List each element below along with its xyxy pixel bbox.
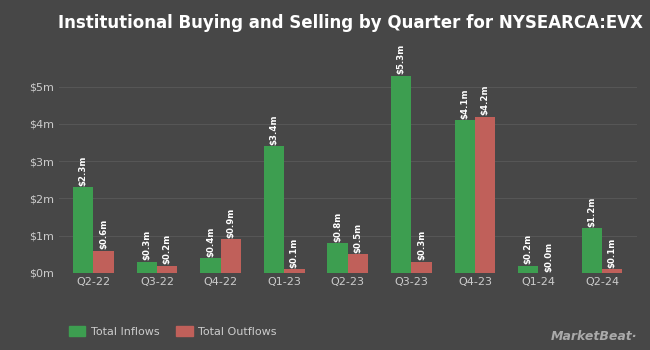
Text: MarketBeat·: MarketBeat·: [551, 330, 637, 343]
Bar: [284, 269, 304, 273]
Bar: [136, 262, 157, 273]
Text: $0.8m: $0.8m: [333, 211, 342, 242]
Bar: [328, 243, 348, 273]
Bar: [518, 266, 538, 273]
Text: $0.5m: $0.5m: [354, 223, 363, 253]
Text: $3.4m: $3.4m: [270, 114, 278, 145]
Bar: [220, 239, 241, 273]
Text: $0.1m: $0.1m: [290, 238, 299, 268]
Text: $2.3m: $2.3m: [79, 155, 88, 186]
Bar: [454, 120, 475, 273]
Text: $4.2m: $4.2m: [480, 85, 489, 115]
Bar: [411, 262, 432, 273]
Legend: Total Inflows, Total Outflows: Total Inflows, Total Outflows: [64, 322, 281, 341]
Bar: [475, 117, 495, 273]
Text: $5.3m: $5.3m: [396, 44, 406, 74]
Bar: [73, 187, 94, 273]
Text: $4.1m: $4.1m: [460, 88, 469, 119]
Text: $1.2m: $1.2m: [588, 196, 596, 227]
Text: $0.2m: $0.2m: [524, 234, 533, 264]
Bar: [391, 76, 411, 273]
Text: $0.4m: $0.4m: [206, 226, 215, 257]
Bar: [582, 228, 602, 273]
Bar: [200, 258, 220, 273]
Bar: [157, 266, 177, 273]
Bar: [348, 254, 368, 273]
Text: $0.2m: $0.2m: [162, 234, 172, 264]
Text: $0.0m: $0.0m: [544, 241, 553, 272]
Bar: [264, 146, 284, 273]
Text: $0.9m: $0.9m: [226, 208, 235, 238]
Bar: [94, 251, 114, 273]
Text: $0.6m: $0.6m: [99, 219, 108, 249]
Text: $0.3m: $0.3m: [142, 230, 151, 260]
Text: $0.1m: $0.1m: [608, 238, 617, 268]
Text: Institutional Buying and Selling by Quarter for NYSEARCA:EVX: Institutional Buying and Selling by Quar…: [58, 14, 644, 32]
Text: $0.3m: $0.3m: [417, 230, 426, 260]
Bar: [602, 269, 623, 273]
